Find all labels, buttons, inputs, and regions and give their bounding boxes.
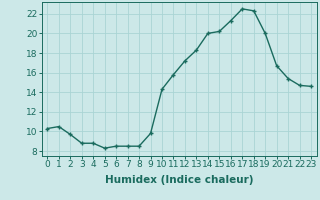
X-axis label: Humidex (Indice chaleur): Humidex (Indice chaleur): [105, 175, 253, 185]
